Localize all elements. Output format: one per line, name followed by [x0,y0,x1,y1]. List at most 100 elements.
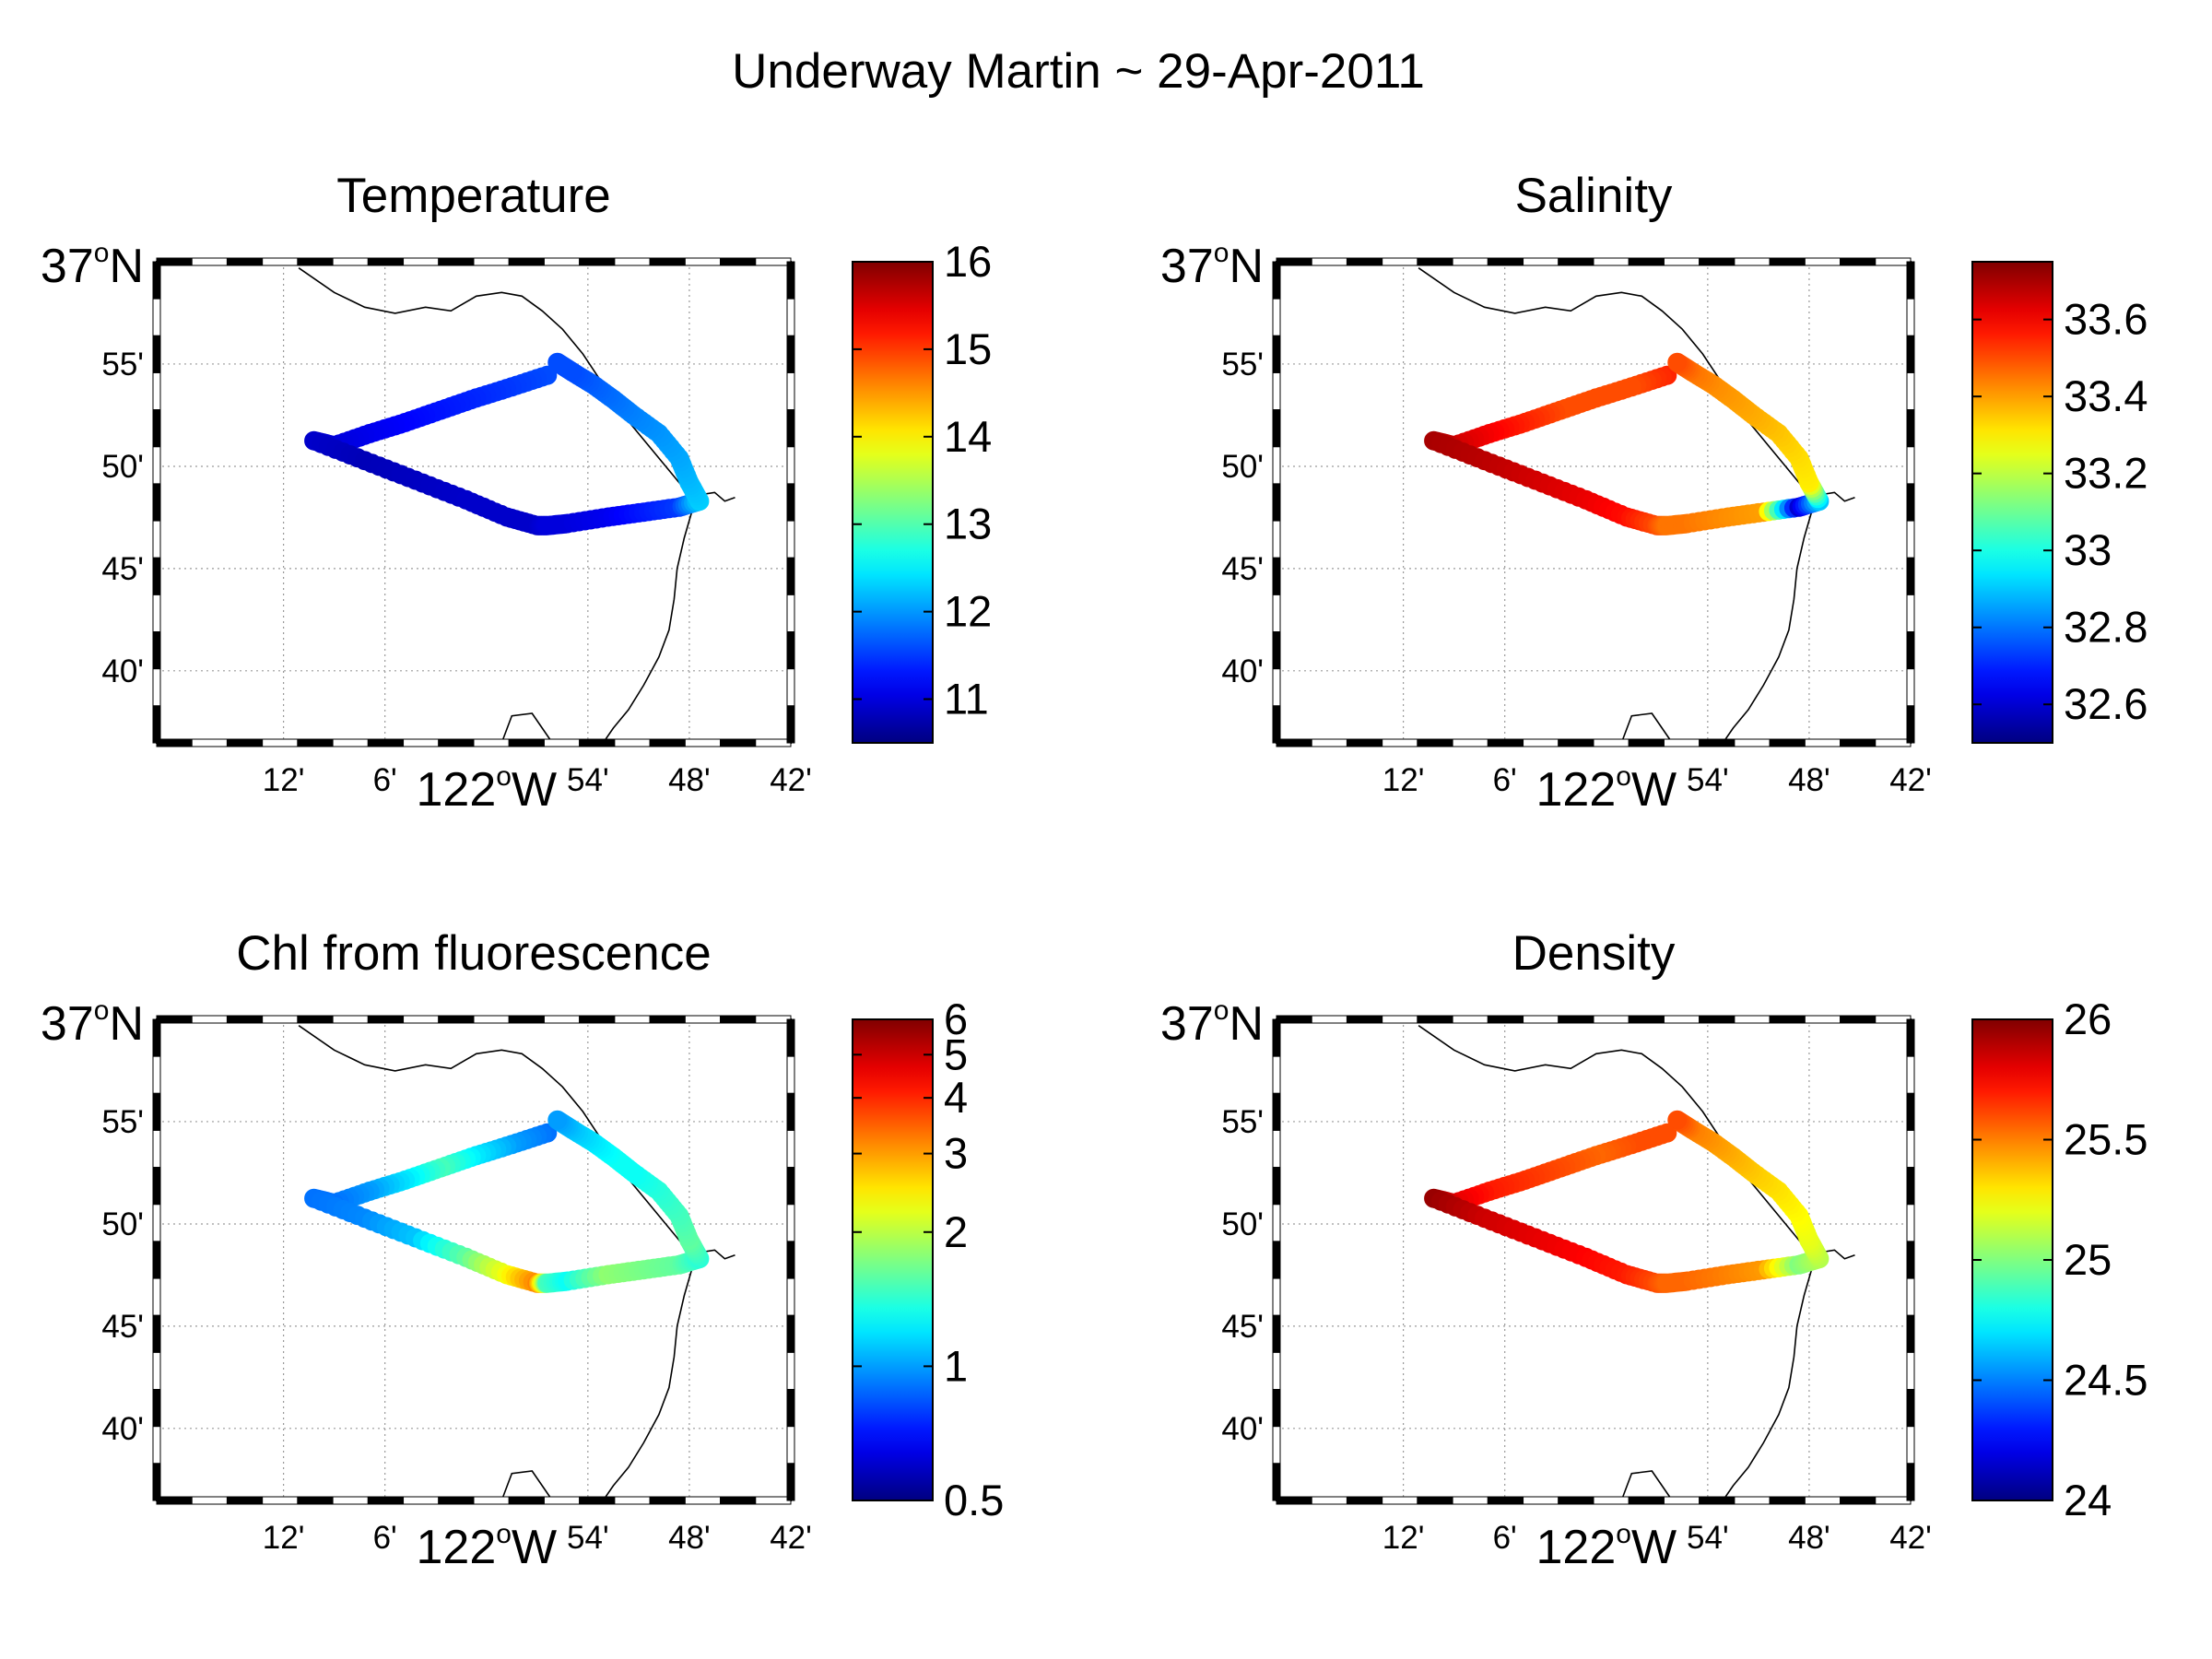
frame-tick [1840,1496,1877,1505]
frame-tick [1272,705,1281,744]
frame-tick [1272,1314,1281,1353]
colorbar-tick-label: 0.5 [944,1476,1004,1524]
lat-main-label: 37oN [1160,238,1264,293]
frame-tick [1628,257,1665,266]
colorbar-tick-label: 16 [944,237,992,286]
frame-tick [403,1496,440,1505]
lat-deg: 37 [41,240,94,293]
frame-tick [614,1496,651,1505]
panel-title: Density [1512,926,1676,981]
frame-tick [152,1351,161,1391]
lat-tick-label: 50' [101,1206,144,1242]
frame-tick [473,1496,510,1505]
lat-tick-label: 50' [1221,449,1264,485]
lon-tick-label: 6' [1493,762,1517,798]
frame-tick [649,738,686,747]
frame-tick [191,1015,228,1024]
frame-tick [755,257,792,266]
frame-tick [755,1015,792,1024]
frame-tick [1875,257,1912,266]
frame-tick [367,257,405,266]
frame-tick [1734,1496,1771,1505]
frame-tick [786,261,795,300]
frame-tick [152,483,161,522]
frame-tick [1523,1496,1559,1505]
frame-tick [508,738,545,747]
frame-tick [332,738,369,747]
track-point [1667,1110,1688,1130]
frame-tick [720,1015,757,1024]
lon-deg: 122 [416,763,496,817]
colorbar-tick-label: 4 [944,1073,968,1122]
frame-tick [1272,298,1281,336]
frame-tick [1906,1129,1915,1169]
frame-tick [156,1015,193,1024]
lon-tick-label: 12' [1382,1520,1425,1556]
frame-tick [152,668,161,707]
frame-tick [1382,738,1418,747]
frame-tick [786,1277,795,1316]
frame-tick [1663,1496,1700,1505]
frame-tick [1272,261,1281,300]
colorbar [852,261,934,744]
lon-tick-label: 6' [373,1520,397,1556]
lat-tick-label: 45' [101,1309,144,1345]
frame-tick [786,1241,795,1279]
frame-tick [508,1015,545,1024]
frame-tick [332,1496,369,1505]
frame-tick [262,1015,299,1024]
frame-tick [152,557,161,595]
frame-tick [1840,1015,1877,1024]
lon-tick-label: 48' [668,1520,711,1556]
lon-tick-label: 6' [1493,1520,1517,1556]
frame-tick [1734,738,1771,747]
frame-tick [755,738,792,747]
frame-tick [1558,738,1594,747]
colorbar-tick-label: 26 [2064,994,2112,1043]
frame-tick [1272,1426,1281,1465]
frame-tick [508,257,545,266]
frame-tick [1906,446,1915,485]
frame-tick [786,520,795,559]
frame-tick [786,371,795,411]
frame-tick [1487,257,1524,266]
frame-tick [649,1496,686,1505]
lat-deg: 37 [1160,997,1214,1051]
frame-tick [720,257,757,266]
frame-tick [1382,1496,1418,1505]
frame-tick [1840,738,1877,747]
colorbar-tick-label: 3 [944,1129,968,1178]
colorbar-tick-label: 6 [944,994,968,1043]
colorbar [852,1018,934,1501]
frame-tick [1346,1015,1383,1024]
frame-tick [1804,738,1841,747]
frame-tick [1417,1015,1453,1024]
frame-tick [1906,1018,1915,1057]
frame-tick [1875,738,1912,747]
frame-tick [1840,257,1877,266]
lat-deg: 37 [1160,240,1214,293]
coastline [500,712,553,744]
lat-tick-label: 45' [1221,1309,1264,1345]
lat-hemi: N [109,997,144,1051]
frame-tick [1906,1241,1915,1279]
frame-tick [1628,1496,1665,1505]
frame-tick [1906,705,1915,744]
colorbar-tick-label: 25 [2064,1235,2112,1284]
lon-tick-label: 54' [567,762,609,798]
frame-tick [1593,1015,1630,1024]
frame-tick [1906,1426,1915,1465]
frame-tick [786,1463,795,1501]
frame-tick [786,705,795,744]
lat-main-label: 37oN [1160,995,1264,1051]
frame-tick [1804,1015,1841,1024]
frame-tick [1906,520,1915,559]
frame-tick [226,1015,264,1024]
frame-tick [786,1351,795,1391]
frame-tick [1487,1015,1524,1024]
frame-tick [1382,1015,1418,1024]
frame-tick [152,446,161,485]
frame-tick [262,1496,299,1505]
frame-tick [1663,1015,1700,1024]
